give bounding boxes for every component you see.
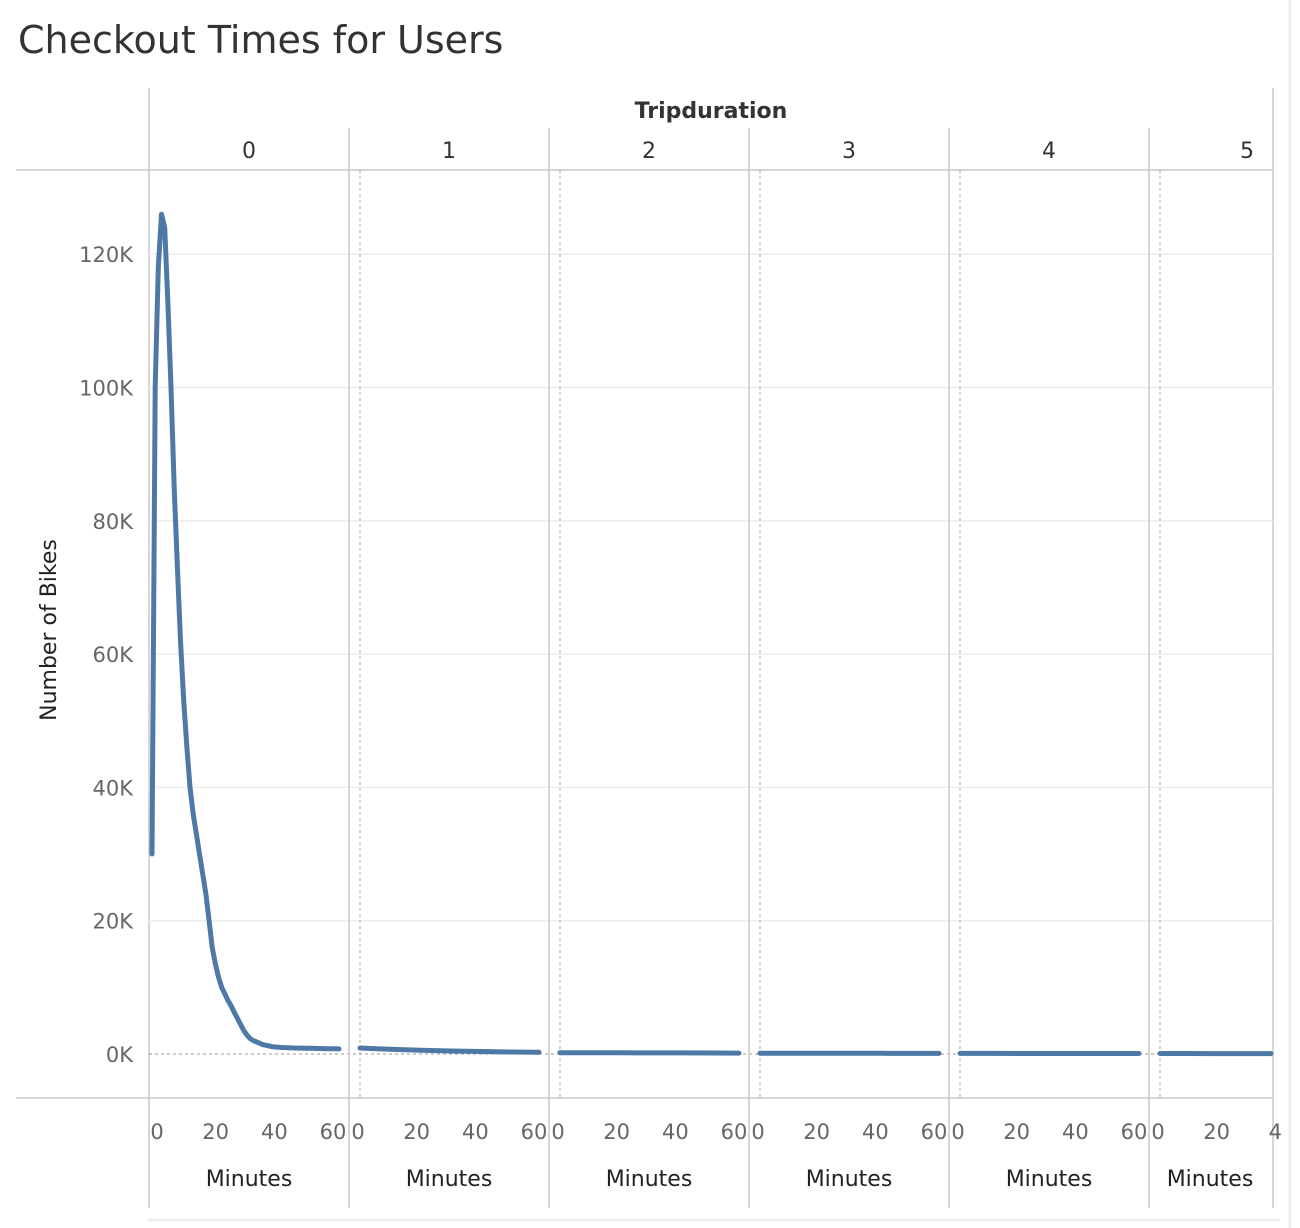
x-tick-label: 0 xyxy=(351,1120,364,1144)
x-tick-label: 40 xyxy=(862,1120,889,1144)
gridlines xyxy=(149,253,1273,1055)
x-tick-label: 60 xyxy=(921,1120,948,1144)
x-tick-label: 0 xyxy=(751,1120,764,1144)
x-tick-label: 4 xyxy=(1269,1120,1282,1144)
y-tick-label: 20K xyxy=(93,910,135,934)
x-axis-label: Minutes xyxy=(1006,1167,1093,1192)
y-axis: 0K 20K 40K 60K 80K 100K 120K xyxy=(79,243,134,1067)
x-tick-label: 40 xyxy=(1062,1120,1089,1144)
panel-1 xyxy=(348,128,361,1208)
column-header-5: 5 xyxy=(1240,139,1254,164)
y-tick-label: 120K xyxy=(79,243,134,267)
column-header-1: 1 xyxy=(442,139,456,164)
y-axis-label: Number of Bikes xyxy=(37,539,62,721)
x-tick-label: 40 xyxy=(462,1120,489,1144)
x-tick-label: 20 xyxy=(403,1120,430,1144)
x-axis-label: Minutes xyxy=(1167,1167,1254,1192)
series-line-panel-1 xyxy=(357,1045,542,1055)
x-axis-label: Minutes xyxy=(806,1167,893,1192)
chart-frame xyxy=(16,0,1292,1228)
x-tick-label: 0 xyxy=(1151,1120,1164,1144)
x-tick-label: 60 xyxy=(521,1120,548,1144)
panels xyxy=(348,128,1161,1208)
x-tick-label: 0 xyxy=(150,1120,163,1144)
series-lines xyxy=(149,211,1274,1057)
x-tick-label: 20 xyxy=(1003,1120,1030,1144)
x-tick-label: 20 xyxy=(803,1120,830,1144)
x-axis-label: Minutes xyxy=(206,1167,293,1192)
x-tick-label: 20 xyxy=(202,1120,229,1144)
x-tick-label: 0 xyxy=(951,1120,964,1144)
panel-5 xyxy=(1148,128,1161,1208)
x-tick-label: 40 xyxy=(662,1120,689,1144)
column-header-4: 4 xyxy=(1042,139,1056,164)
x-tick-label: 60 xyxy=(320,1120,347,1144)
y-tick-label: 80K xyxy=(93,510,135,534)
x-axis-label: Minutes xyxy=(606,1167,693,1192)
panel-2 xyxy=(548,128,561,1208)
chart-title: Checkout Times for Users xyxy=(18,18,504,62)
y-tick-label: 100K xyxy=(79,377,134,401)
column-header-title: Tripduration xyxy=(635,99,788,124)
column-headers: 0 1 2 3 4 5 xyxy=(242,139,1254,164)
y-tick-label: 40K xyxy=(93,776,135,800)
x-tick-label: 40 xyxy=(261,1120,288,1144)
y-tick-label: 60K xyxy=(93,643,135,667)
column-header-2: 2 xyxy=(642,139,656,164)
panel-4 xyxy=(948,128,961,1208)
x-tick-label: 60 xyxy=(721,1120,748,1144)
x-tick-label: 60 xyxy=(1121,1120,1148,1144)
column-header-3: 3 xyxy=(842,139,856,164)
x-tick-label: 20 xyxy=(603,1120,630,1144)
x-tick-label: 0 xyxy=(551,1120,564,1144)
panel-3 xyxy=(748,128,761,1208)
x-axis-label: Minutes xyxy=(406,1167,493,1192)
y-tick-label: 0K xyxy=(106,1043,134,1067)
column-header-0: 0 xyxy=(242,139,256,164)
x-tick-label: 20 xyxy=(1203,1120,1230,1144)
series-line-panel-0 xyxy=(149,211,342,1052)
